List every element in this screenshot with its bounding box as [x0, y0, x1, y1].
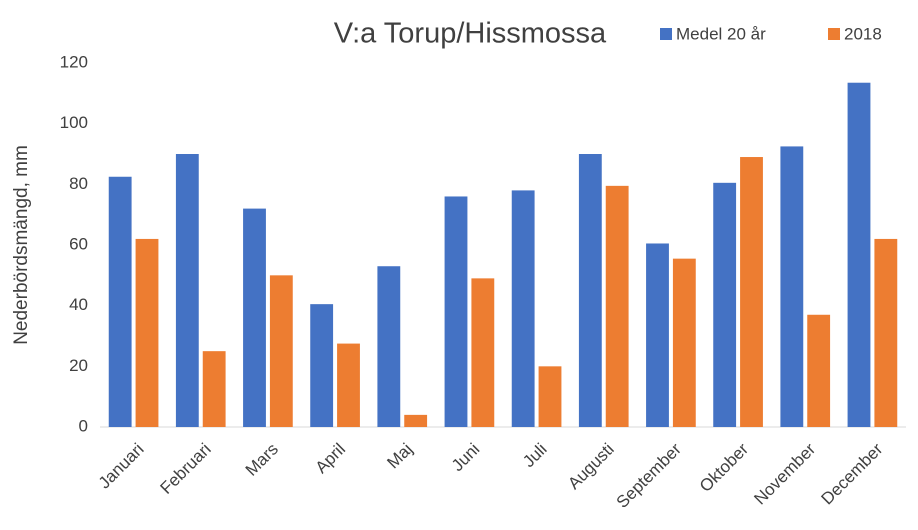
x-tick-label: Juli — [519, 440, 550, 471]
bar — [807, 314, 831, 427]
bar — [847, 82, 871, 427]
bar — [538, 366, 562, 427]
x-tick-label: December — [818, 439, 887, 508]
y-tick-label: 80 — [69, 174, 88, 193]
x-tick-label: Juni — [448, 440, 483, 475]
bar — [646, 243, 669, 427]
x-tick-label: Januari — [95, 440, 148, 493]
bar — [605, 185, 629, 427]
legend-swatch — [828, 28, 840, 40]
bar — [202, 351, 226, 427]
bar — [713, 182, 737, 427]
chart-title: V:a Torup/Hissmossa — [334, 18, 607, 50]
x-tick-label: Oktober — [696, 439, 752, 495]
bar — [337, 343, 360, 427]
bar — [780, 146, 804, 427]
x-tick-label: Augusti — [564, 440, 618, 494]
y-tick-label: 40 — [69, 295, 88, 314]
bar — [269, 275, 293, 427]
bar — [108, 176, 132, 427]
bar — [740, 157, 763, 428]
bar — [578, 154, 602, 427]
x-tick-label: November — [750, 439, 819, 508]
y-tick-label: 60 — [69, 234, 88, 253]
bar — [874, 238, 898, 427]
legend-swatch — [660, 28, 672, 40]
bar — [175, 154, 199, 427]
legend-label: Medel 20 år — [676, 24, 766, 43]
y-axis-label: Nederbördsmängd, mm — [11, 145, 32, 345]
y-tick-label: 120 — [60, 52, 88, 71]
x-tick-label: April — [312, 440, 349, 477]
x-tick-label: Februari — [157, 440, 215, 498]
bar — [135, 238, 159, 427]
y-tick-label: 100 — [60, 113, 88, 132]
bar — [444, 196, 468, 427]
x-tick-label: Mars — [242, 440, 282, 480]
y-tick-label: 0 — [79, 416, 88, 435]
bar — [471, 278, 495, 427]
x-tick-label: September — [613, 439, 685, 511]
bar — [672, 258, 696, 427]
bar — [243, 208, 266, 427]
legend-label: 2018 — [844, 24, 882, 43]
bar — [511, 190, 535, 427]
x-tick-label: Maj — [383, 440, 416, 473]
bar — [377, 266, 401, 427]
bar — [310, 304, 334, 427]
bar — [404, 414, 428, 427]
y-tick-label: 20 — [69, 356, 88, 375]
